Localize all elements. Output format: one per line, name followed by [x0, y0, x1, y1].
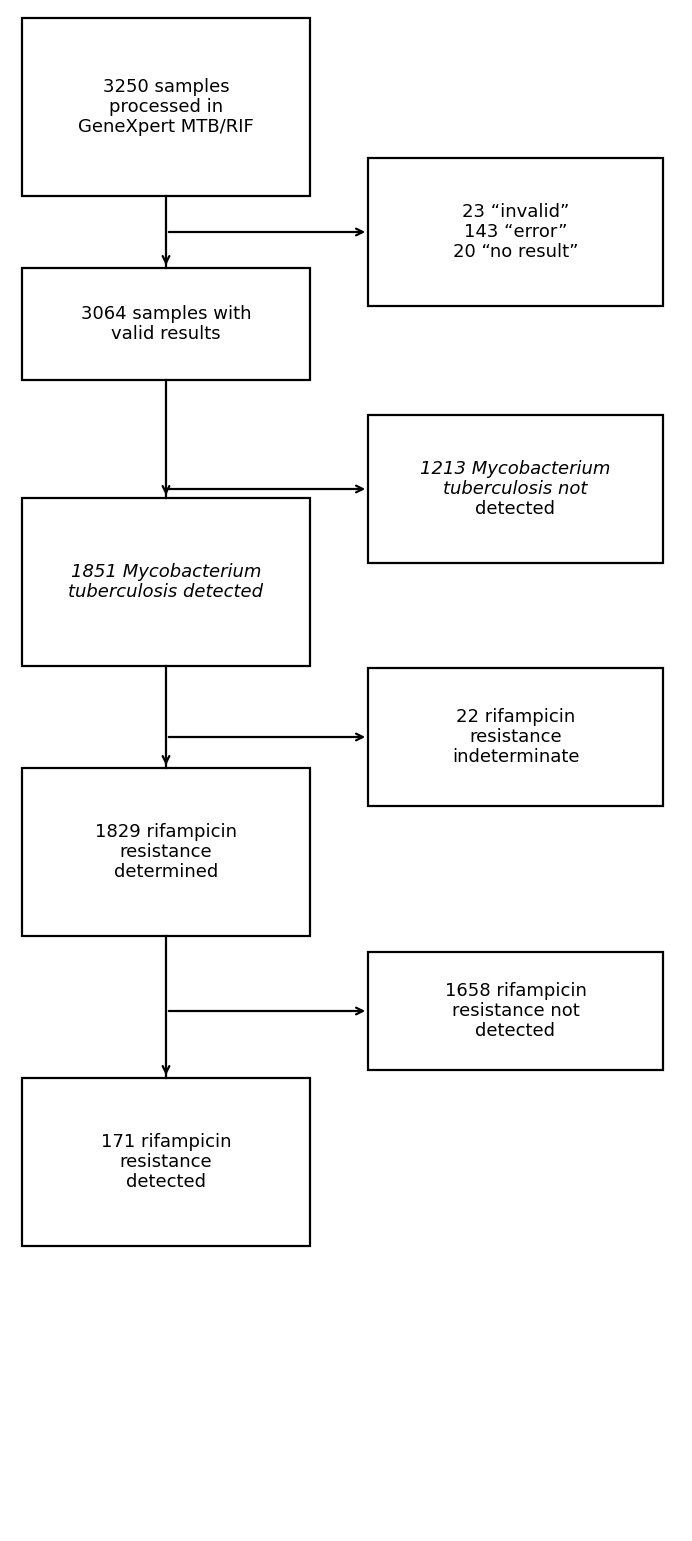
Text: 171 rifampicin: 171 rifampicin	[101, 1133, 231, 1151]
Text: 23 “invalid”: 23 “invalid”	[462, 203, 570, 220]
Text: detected: detected	[475, 499, 556, 518]
Text: 1829 rifampicin: 1829 rifampicin	[95, 823, 237, 841]
Bar	[368, 159, 663, 307]
Bar	[22, 498, 310, 666]
Text: tuberculosis not: tuberculosis not	[444, 479, 588, 498]
Text: resistance: resistance	[120, 843, 212, 861]
Text: determined: determined	[114, 863, 218, 881]
Bar	[368, 415, 663, 562]
Text: resistance: resistance	[120, 1153, 212, 1171]
Bar	[22, 767, 310, 935]
Text: 1213 Mycobacterium: 1213 Mycobacterium	[420, 461, 610, 478]
Text: 1658 rifampicin: 1658 rifampicin	[444, 982, 586, 1000]
Bar	[22, 268, 310, 381]
Text: resistance: resistance	[469, 727, 562, 746]
Text: 22 rifampicin: 22 rifampicin	[456, 707, 575, 726]
Text: resistance not: resistance not	[452, 1002, 579, 1020]
Text: processed in: processed in	[109, 99, 223, 116]
Text: valid results: valid results	[111, 325, 221, 344]
Bar	[368, 952, 663, 1069]
Text: 143 “error”: 143 “error”	[464, 223, 567, 240]
Text: 3064 samples with: 3064 samples with	[81, 305, 251, 324]
Text: detected: detected	[126, 1173, 206, 1191]
Text: indeterminate: indeterminate	[452, 747, 579, 766]
Text: GeneXpert MTB/RIF: GeneXpert MTB/RIF	[78, 119, 254, 136]
Text: tuberculosis detected: tuberculosis detected	[69, 582, 264, 601]
Text: detected: detected	[475, 1022, 556, 1040]
Text: 20 “no result”: 20 “no result”	[453, 243, 579, 260]
Bar	[368, 667, 663, 806]
Bar	[22, 18, 310, 196]
Text: 1851 Mycobacterium: 1851 Mycobacterium	[71, 562, 261, 581]
Bar	[22, 1079, 310, 1247]
Text: 3250 samples: 3250 samples	[102, 79, 229, 96]
